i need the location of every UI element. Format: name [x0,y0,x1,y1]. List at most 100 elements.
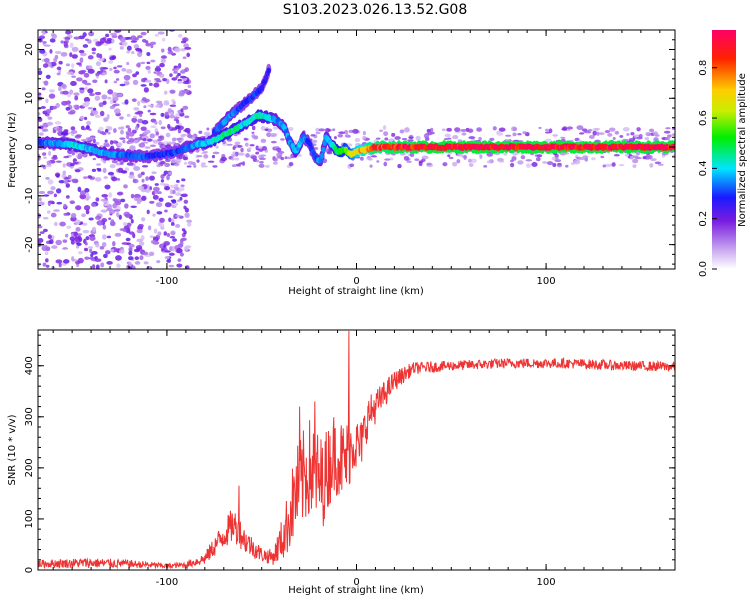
colorbar-tick-label: 0.0 [698,261,709,277]
band-speckle [397,163,402,169]
noise-speckle [174,47,181,53]
noise-speckle [106,114,110,120]
noise-speckle [79,193,87,200]
noise-speckle [99,130,106,135]
band-speckle [212,151,220,155]
band-speckle [546,161,554,166]
band-speckle [406,160,412,163]
noise-speckle [117,142,123,147]
noise-speckle [104,79,108,84]
noise-speckle [55,259,63,264]
noise-speckle [95,243,100,248]
band-speckle [325,127,330,133]
noise-speckle [152,236,156,241]
noise-speckle [45,74,51,79]
band-speckle [632,164,637,168]
noise-speckle [159,62,165,68]
noise-speckle [125,237,131,242]
band-speckle [265,164,270,168]
noise-speckle [98,126,104,131]
band-speckle [426,128,431,133]
noise-speckle [95,215,102,221]
noise-speckle [45,108,52,114]
noise-speckle [154,121,158,125]
band-speckle [407,139,414,142]
band-speckle [496,132,504,136]
band-speckle [383,161,388,167]
band-speckle [245,153,250,158]
noise-speckle [179,75,187,79]
band-speckle [544,128,550,132]
band-speckle [354,137,361,143]
snr-ytick-label: 200 [24,458,35,477]
band-speckle [479,154,483,159]
band-speckle [362,135,367,140]
noise-speckle [54,121,62,125]
noise-speckle [123,74,131,81]
band-speckle [62,163,66,168]
band-speckle [103,142,110,147]
band-speckle [664,137,671,141]
noise-speckle [146,61,151,65]
band-speckle [318,128,326,132]
noise-speckle [175,202,179,206]
band-speckle [509,162,515,168]
noise-speckle [91,264,96,269]
noise-speckle [177,128,182,134]
noise-speckle [112,240,116,247]
band-speckle [644,136,650,141]
band-speckle [149,144,157,147]
noise-speckle [62,239,68,243]
band-speckle [310,139,318,144]
band-speckle [394,136,401,140]
band-speckle [461,132,467,136]
noise-speckle [84,256,90,260]
noise-speckle [63,212,68,216]
noise-speckle [114,30,122,33]
noise-speckle [147,109,151,113]
band-speckle [326,151,333,155]
noise-speckle [102,167,107,174]
noise-speckle [84,86,88,91]
noise-speckle [76,77,83,82]
band-speckle [454,127,461,132]
noise-speckle [113,80,118,84]
noise-speckle [85,101,90,106]
snr-axes: -100 0 100 0 100 200 300 400 [24,330,675,588]
band-speckle [109,140,114,145]
colorbar-label: Normalized spectral amplitude [737,73,748,227]
noise-speckle [102,72,108,76]
noise-speckle [108,47,112,51]
noise-speckle [111,92,119,98]
band-speckle [517,133,522,136]
band-speckle [255,159,260,163]
noise-speckle [155,100,163,104]
noise-speckle [102,224,107,230]
noise-speckle [144,98,150,103]
noise-speckle [61,100,68,106]
noise-speckle [70,80,77,87]
band-speckle [632,158,639,164]
noise-speckle [92,110,99,116]
band-speckle [109,164,116,169]
noise-speckle [65,233,69,238]
band-speckle [187,134,193,139]
noise-speckle [136,201,141,205]
band-speckle [423,133,430,139]
band-speckle [557,162,562,166]
band-speckle [403,156,410,161]
noise-speckle [148,82,153,87]
noise-speckle [149,175,155,181]
band-speckle [498,160,505,163]
noise-speckle [113,209,121,212]
band-speckle [234,157,240,161]
noise-speckle [105,33,110,38]
band-speckle [260,125,266,131]
noise-speckle [67,111,75,115]
noise-speckle [183,199,189,204]
noise-speckle [126,61,130,66]
band-speckle [545,138,552,143]
band-speckle [198,130,203,134]
noise-speckle [46,121,54,126]
snr-xlabel: Height of straight line (km) [288,585,424,596]
